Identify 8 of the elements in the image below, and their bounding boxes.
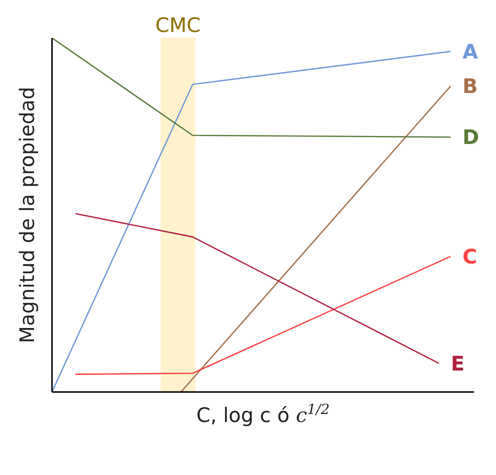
x-axis-title: C, log c ó c$^{1/2}$ (196, 402, 330, 427)
text: CMC (155, 13, 201, 37)
series-label: A (462, 39, 479, 64)
series-label: E (450, 351, 465, 376)
series-label: D (462, 125, 480, 150)
series-label: B (462, 74, 478, 98)
y-axis-title: Magnitud de la propiedad (15, 86, 39, 344)
series-label: C (462, 244, 478, 268)
